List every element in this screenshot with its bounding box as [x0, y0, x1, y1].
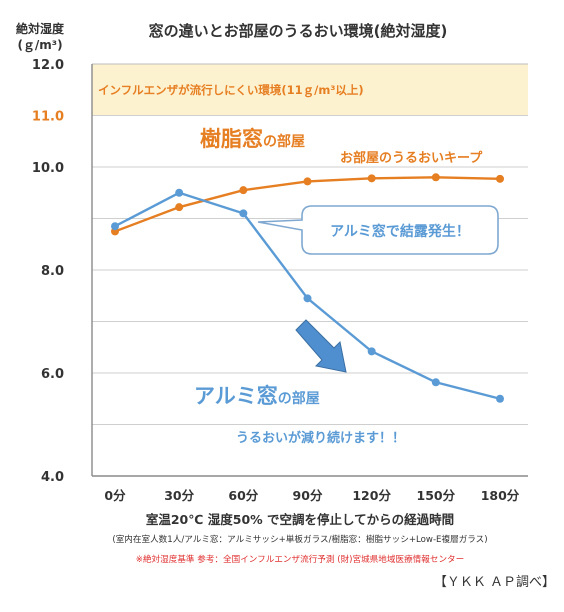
alu-window-title: アルミ窓の部屋 [194, 384, 320, 408]
y-tick-label: 6.0 [41, 367, 64, 382]
x-tick-label: 60分 [228, 488, 258, 503]
data-point [367, 174, 376, 183]
y-axis-label-line2: (ｇ/m³) [17, 38, 62, 53]
y-axis-label-line1: 絶対湿度 [16, 21, 65, 36]
y-tick-label: 8.0 [41, 264, 64, 279]
data-point [239, 186, 248, 195]
x-tick-label: 90分 [293, 488, 323, 503]
data-point [175, 188, 184, 197]
y-tick-label: 12.0 [32, 58, 64, 73]
x-tick-label: 30分 [164, 488, 194, 503]
series-lines [111, 173, 504, 403]
credit: 【ＹＫＫ ＡＰ調べ】 [434, 575, 555, 590]
data-point [496, 174, 504, 183]
condensation-callout [257, 205, 499, 255]
alu-decrease-label: うるおいが減り続けます！！ [236, 430, 405, 446]
resin-window-title-main: 樹脂窓 [200, 127, 263, 151]
resin-window-title: 樹脂窓の部屋 [200, 127, 305, 151]
condensation-callout-text: アルミ窓で結露発生！ [330, 223, 470, 240]
alu-window-title-suffix: の部屋 [278, 390, 320, 407]
data-point [496, 394, 504, 403]
grid [91, 63, 528, 477]
x-axis-label: 室温20℃ 湿度50% で空調を停止してからの経過時間 [146, 512, 454, 527]
x-tick-label: 150分 [417, 488, 456, 503]
x-tick-label: 0分 [104, 488, 126, 503]
data-point [111, 222, 119, 231]
data-point [431, 173, 440, 182]
alu-window-title-main: アルミ窓 [194, 384, 278, 408]
x-axis-ticks: 0分 30分 60分 90分 120分 150分 180分 [104, 488, 519, 503]
influenza-safe-band [92, 64, 528, 116]
data-point [175, 203, 184, 212]
data-point [303, 294, 312, 303]
y-axis-ticks: 4.0 6.0 8.0 10.0 11.0 12.0 [32, 58, 64, 485]
y-tick-label: 4.0 [41, 470, 64, 485]
chart-title: 窓の違いとお部屋のうるおい環境(絶対湿度) [149, 22, 448, 40]
data-point [303, 177, 312, 186]
data-point [431, 378, 440, 387]
resin-window-title-suffix: の部屋 [263, 133, 305, 150]
x-tick-label: 120分 [352, 488, 391, 503]
data-point [239, 209, 248, 218]
y-tick-label: 11.0 [32, 110, 64, 125]
x-tick-label: 180分 [481, 488, 520, 503]
decrease-arrow-icon [295, 319, 347, 373]
resin-keep-label: お部屋のうるおいキープ [340, 150, 483, 166]
footnote: ※絶対湿度基準 参考：全国インフルエンザ流行予測 (財)宮城県地域医療情報センタ… [136, 553, 465, 565]
band-label: インフルエンザが流行しにくい環境(11ｇ/m³以上) [98, 83, 364, 98]
y-tick-label: 10.0 [32, 161, 64, 176]
data-point [367, 347, 376, 356]
sub-note: (室内在室人数1人/アルミ窓：アルミサッシ+単板ガラス/樹脂窓：樹脂サッシ+Lo… [112, 533, 487, 545]
